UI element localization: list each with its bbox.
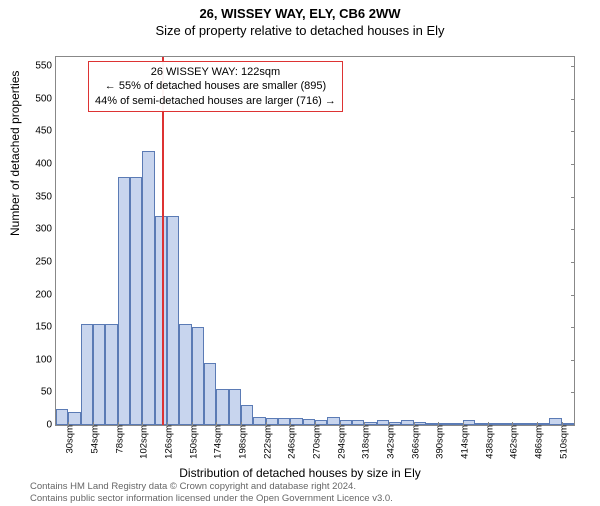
histogram-bar — [81, 324, 93, 425]
x-tick-label: 438sqm — [480, 425, 495, 459]
x-tick-label: 78sqm — [110, 425, 125, 454]
x-tick-mark — [488, 422, 489, 426]
footer-line-2: Contains public sector information licen… — [30, 493, 393, 504]
x-tick-label: 54sqm — [86, 425, 101, 454]
footer-line-1: Contains HM Land Registry data © Crown c… — [30, 481, 393, 492]
x-tick-mark — [340, 422, 341, 426]
x-tick-label: 294sqm — [332, 425, 347, 459]
x-tick-mark — [537, 422, 538, 426]
y-tick-label: 450 — [35, 126, 56, 137]
x-tick-label: 510sqm — [554, 425, 569, 459]
x-tick-label: 102sqm — [135, 425, 150, 459]
y-tick-label: 150 — [35, 322, 56, 333]
histogram-bar — [167, 216, 179, 425]
y-tick-label: 50 — [41, 387, 56, 398]
y-tick-mark — [571, 131, 575, 132]
histogram-bar — [155, 216, 167, 425]
x-tick-mark — [315, 422, 316, 426]
attribution-footer: Contains HM Land Registry data © Crown c… — [30, 481, 393, 504]
histogram-bar — [204, 363, 216, 425]
x-tick-mark — [364, 422, 365, 426]
y-tick-mark — [571, 66, 575, 67]
x-tick-label: 318sqm — [357, 425, 372, 459]
x-tick-mark — [118, 422, 119, 426]
y-tick-mark — [571, 197, 575, 198]
y-tick-label: 400 — [35, 159, 56, 170]
histogram-bar — [253, 417, 265, 425]
histogram-bar — [229, 389, 241, 425]
x-tick-mark — [142, 422, 143, 426]
y-tick-label: 100 — [35, 354, 56, 365]
x-tick-mark — [290, 422, 291, 426]
histogram-bar — [179, 324, 191, 425]
y-tick-label: 300 — [35, 224, 56, 235]
chart-title-main: 26, WISSEY WAY, ELY, CB6 2WW — [0, 6, 600, 21]
y-tick-mark — [571, 164, 575, 165]
x-tick-label: 150sqm — [184, 425, 199, 459]
x-tick-mark — [93, 422, 94, 426]
x-tick-mark — [512, 422, 513, 426]
x-tick-label: 30sqm — [61, 425, 76, 454]
y-tick-label: 500 — [35, 93, 56, 104]
y-axis-label: Number of detached properties — [8, 71, 22, 236]
callout-line: 44% of semi-detached houses are larger (… — [95, 94, 336, 108]
x-tick-label: 270sqm — [308, 425, 323, 459]
x-tick-mark — [216, 422, 217, 426]
histogram-bar — [216, 389, 228, 425]
y-tick-mark — [571, 99, 575, 100]
x-tick-label: 222sqm — [258, 425, 273, 459]
histogram-bar — [118, 177, 130, 425]
histogram-bar — [241, 405, 253, 425]
x-tick-label: 414sqm — [456, 425, 471, 459]
chart-title-sub: Size of property relative to detached ho… — [0, 23, 600, 38]
x-tick-label: 174sqm — [209, 425, 224, 459]
x-tick-mark — [192, 422, 193, 426]
y-tick-mark — [571, 229, 575, 230]
x-axis-label: Distribution of detached houses by size … — [0, 466, 600, 480]
x-tick-label: 198sqm — [234, 425, 249, 459]
y-tick-label: 250 — [35, 256, 56, 267]
y-tick-label: 350 — [35, 191, 56, 202]
x-tick-label: 342sqm — [382, 425, 397, 459]
callout-line: ← 55% of detached houses are smaller (89… — [95, 79, 336, 93]
x-tick-label: 366sqm — [406, 425, 421, 459]
x-tick-label: 126sqm — [160, 425, 175, 459]
x-tick-mark — [389, 422, 390, 426]
histogram-bar — [130, 177, 142, 425]
callout-box: 26 WISSEY WAY: 122sqm← 55% of detached h… — [88, 61, 343, 112]
y-tick-mark — [571, 295, 575, 296]
y-tick-label: 0 — [46, 420, 56, 431]
histogram-bar — [327, 417, 339, 425]
x-tick-mark — [414, 422, 415, 426]
y-tick-mark — [571, 327, 575, 328]
histogram-bar — [93, 324, 105, 425]
histogram-bar — [192, 327, 204, 425]
chart-plot-area: 26 WISSEY WAY: 122sqm← 55% of detached h… — [55, 56, 575, 426]
x-tick-label: 486sqm — [530, 425, 545, 459]
x-tick-mark — [68, 422, 69, 426]
y-tick-mark — [571, 392, 575, 393]
y-tick-mark — [571, 262, 575, 263]
x-tick-mark — [241, 422, 242, 426]
histogram-bar — [68, 412, 80, 425]
y-tick-label: 550 — [35, 61, 56, 72]
x-tick-mark — [266, 422, 267, 426]
y-tick-label: 200 — [35, 289, 56, 300]
x-tick-mark — [438, 422, 439, 426]
x-tick-label: 246sqm — [283, 425, 298, 459]
y-tick-mark — [571, 425, 575, 426]
y-tick-mark — [571, 360, 575, 361]
x-tick-label: 462sqm — [505, 425, 520, 459]
x-tick-label: 390sqm — [431, 425, 446, 459]
histogram-bar — [56, 409, 68, 425]
callout-line: 26 WISSEY WAY: 122sqm — [95, 65, 336, 79]
x-tick-mark — [167, 422, 168, 426]
histogram-bar — [105, 324, 117, 425]
reference-line — [162, 57, 164, 425]
x-tick-mark — [562, 422, 563, 426]
histogram-bar — [142, 151, 154, 425]
x-tick-mark — [463, 422, 464, 426]
